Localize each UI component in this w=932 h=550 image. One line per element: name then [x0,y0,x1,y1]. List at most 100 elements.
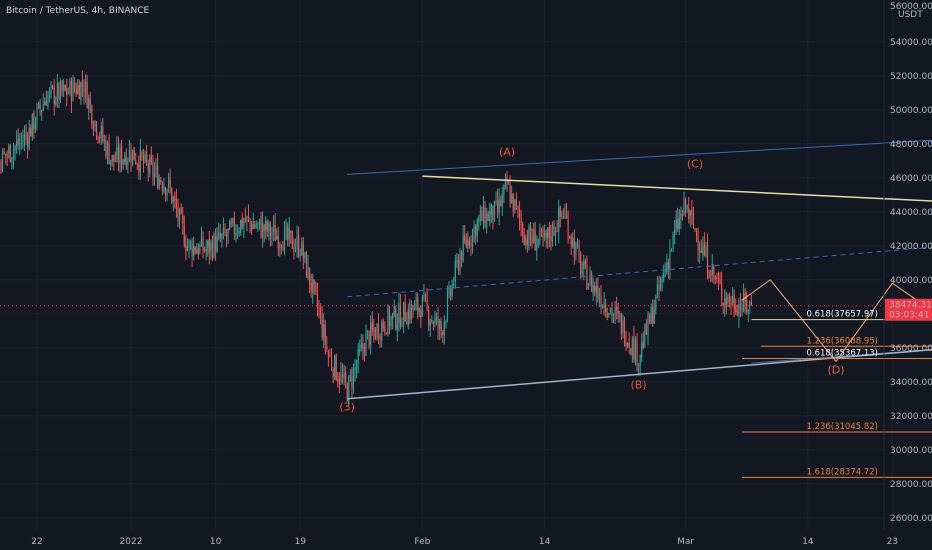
candle-body [746,300,748,312]
time-axis[interactable]: 2220221019Feb14Mar1423Apr1120 [31,537,932,547]
candle-body [619,315,621,317]
candle-body [399,303,402,328]
candle-body [587,284,590,290]
candle-body [312,279,314,294]
price-axis[interactable]: 26000.00 28000.00 30000.00 32000.00 34000.00… [885,38,932,524]
candle-body [287,225,289,240]
wave-labels: (3)(A)(B)(C)(D)(4)(E)(5) [339,146,844,414]
candle-body [728,294,731,302]
candle-body [218,232,220,236]
candle-body [376,324,378,338]
candle-body [150,155,152,163]
candle-body [431,320,433,322]
candle-body [509,185,511,204]
candle-body [658,285,660,291]
fib-level-label: 1.618(28374.72) [806,467,878,477]
candle-body [33,113,35,131]
candle-body [403,301,405,324]
candle-body [122,159,124,165]
candle-body [724,298,726,307]
candle-body [354,367,356,371]
candle-body [182,214,184,224]
candle-body [257,223,259,225]
candle-body [407,309,409,327]
candle-body [393,306,395,316]
candle-body [471,230,474,247]
candle-body [258,218,261,223]
candle-body [55,100,57,105]
candle-body [66,87,68,96]
candle-body [236,232,239,234]
candle-body [589,274,591,284]
candle-body [188,240,190,249]
candle-body [305,251,308,278]
candle-body [216,235,218,252]
candle-body [321,315,323,338]
candle-body [117,147,120,164]
candle-body [702,246,704,255]
candle-body [127,160,129,165]
candle-body [539,228,541,241]
candle-body [180,206,182,214]
candle-body [269,224,272,237]
candle-body [139,149,141,173]
candle-body [31,113,33,137]
candle-body [592,284,594,294]
candle-body [467,238,469,249]
candle-body [417,297,419,312]
candle-body [94,121,96,128]
candle-body [547,228,549,239]
candle-body [89,99,91,105]
candle-body [667,261,669,269]
candle-body [435,316,438,321]
candle-body [111,155,113,161]
candle-body [313,279,315,285]
price-tick-label: 34000.00 [890,378,932,388]
candle-body [476,220,478,236]
candle-body [595,286,597,294]
candle-body [282,249,284,251]
candle-body [620,313,622,335]
price-tick-label: 54000.00 [890,38,932,48]
fib-level-label: 1.236(36088.95) [806,336,878,346]
candle-body [504,180,507,184]
candle-body [246,216,248,221]
candle-body [661,277,663,283]
candle-body [558,208,560,232]
price-tick-label: 42000.00 [890,242,932,252]
candle-body [316,293,319,308]
candle-body [294,247,297,250]
candle-body [5,153,7,156]
candle-body [359,348,361,352]
candle-body [429,322,431,327]
candle-body [348,376,350,403]
candle-body [240,220,242,234]
candle-body [232,218,234,223]
candle-body [669,250,671,270]
candle-body [366,330,369,332]
candle-body [196,250,198,254]
candle-body [747,310,749,312]
candle-body [542,229,544,238]
candle-body [705,246,707,257]
candle-body [645,324,648,335]
date-tick-label: 2022 [120,537,143,547]
grid [0,0,893,530]
candle-body [616,306,618,311]
candle-body [639,354,641,366]
candle-body [528,227,530,248]
candle-body [335,357,337,381]
candle-body [174,195,176,201]
candle-body [272,224,275,232]
candle-body [175,199,178,210]
candle-body [666,262,668,273]
candle-body [357,348,359,365]
candle-body [146,154,148,163]
candle-body [503,185,505,195]
candle-body [424,297,427,299]
candle-body [584,260,586,264]
candle-body [208,238,210,253]
candle-body [74,82,76,90]
